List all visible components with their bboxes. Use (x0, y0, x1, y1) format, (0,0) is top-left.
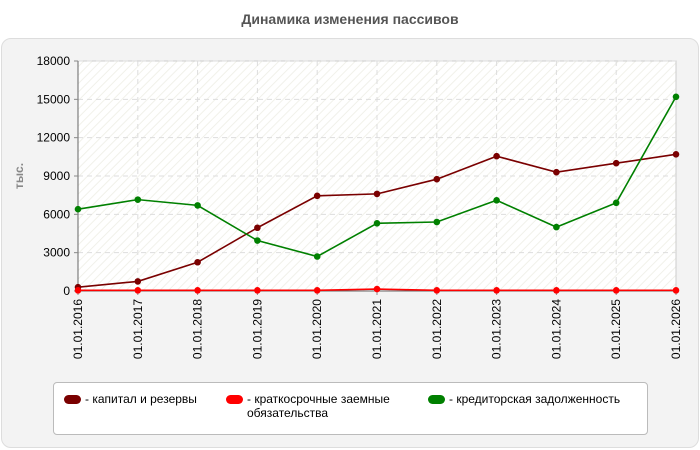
series-2-point (672, 93, 680, 101)
x-tick-label: 01.01.2025 (609, 299, 623, 359)
x-tick-label: 01.01.2017 (131, 299, 145, 359)
series-1-point (612, 287, 620, 294)
y-tick-label: 6000 (43, 207, 70, 221)
x-tick-label: 01.01.2018 (191, 299, 205, 359)
series-0-point (493, 152, 500, 160)
y-tick-label: 15000 (37, 92, 71, 106)
series-2-point (373, 219, 381, 227)
series-2-point (313, 253, 321, 260)
chart-title: Динамика изменения пассивов (241, 11, 459, 27)
legend-label-payables: - кредиторская задолженность (449, 392, 621, 406)
y-axis-ticks: 0 3000 6000 9000 12000 15000 18000 (37, 54, 78, 298)
series-1-point (254, 287, 261, 294)
x-tick-label: 01.01.2023 (490, 299, 504, 359)
legend-item-short-term-loans[interactable]: - краткосрочные заемные обязательства (226, 392, 417, 420)
legend-label-capital: - капитал и резервы (85, 392, 197, 406)
y-tick-label: 0 (63, 284, 70, 298)
series-1-point (194, 287, 201, 294)
legend-label-short-term-loans: - краткосрочные заемные обязательства (247, 392, 390, 420)
series-1-point (134, 287, 142, 294)
series-0-point (134, 278, 142, 285)
y-tick-label: 18000 (37, 54, 71, 68)
series-2-point (254, 237, 261, 244)
x-tick-label: 01.01.2024 (549, 299, 563, 359)
x-tick-label: 01.01.2019 (250, 299, 264, 359)
series-1-point (553, 287, 560, 294)
series-1-point (672, 287, 680, 294)
series-1-point (373, 285, 381, 293)
y-axis-label: тыс. (12, 163, 26, 189)
x-tick-label: 01.01.2020 (310, 299, 324, 359)
legend-swatch-capital (64, 395, 81, 404)
series-0-point (313, 192, 321, 200)
series-2-point (74, 205, 82, 213)
x-tick-label: 01.01.2022 (430, 299, 444, 359)
series-2-point (612, 199, 620, 207)
series-1-point (74, 287, 82, 294)
series-2-point (493, 196, 500, 204)
y-tick-label: 12000 (37, 131, 71, 145)
series-0-point (373, 190, 381, 198)
series-2-point (194, 202, 201, 209)
x-axis-ticks: 01.01.2016 01.01.2017 01.01.2018 01.01.2019… (71, 291, 683, 359)
series-0-point (194, 258, 201, 266)
series-2-point (553, 223, 560, 231)
series-0-point (612, 159, 620, 167)
series-1-point (313, 287, 321, 294)
series-1-point (433, 287, 441, 294)
legend: - капитал и резервы - краткосрочные заем… (53, 382, 648, 435)
y-tick-label: 9000 (43, 169, 70, 183)
series-0-point (553, 168, 560, 176)
series-0-point (433, 175, 441, 183)
x-tick-label: 01.01.2016 (71, 299, 85, 359)
series-0-point (672, 150, 680, 158)
series-group (74, 93, 680, 294)
legend-item-payables[interactable]: - кредиторская задолженность (428, 392, 620, 406)
legend-swatch-payables (428, 395, 445, 404)
series-0-point (254, 224, 261, 232)
legend-item-capital[interactable]: - капитал и резервы (64, 392, 197, 406)
series-2-point (433, 218, 441, 226)
x-tick-label: 01.01.2026 (669, 299, 683, 359)
legend-swatch-short-term-loans (226, 395, 243, 404)
y-tick-label: 3000 (43, 246, 70, 260)
series-1-point (493, 287, 500, 294)
series-2-point (134, 196, 142, 203)
x-tick-label: 01.01.2021 (370, 299, 384, 359)
